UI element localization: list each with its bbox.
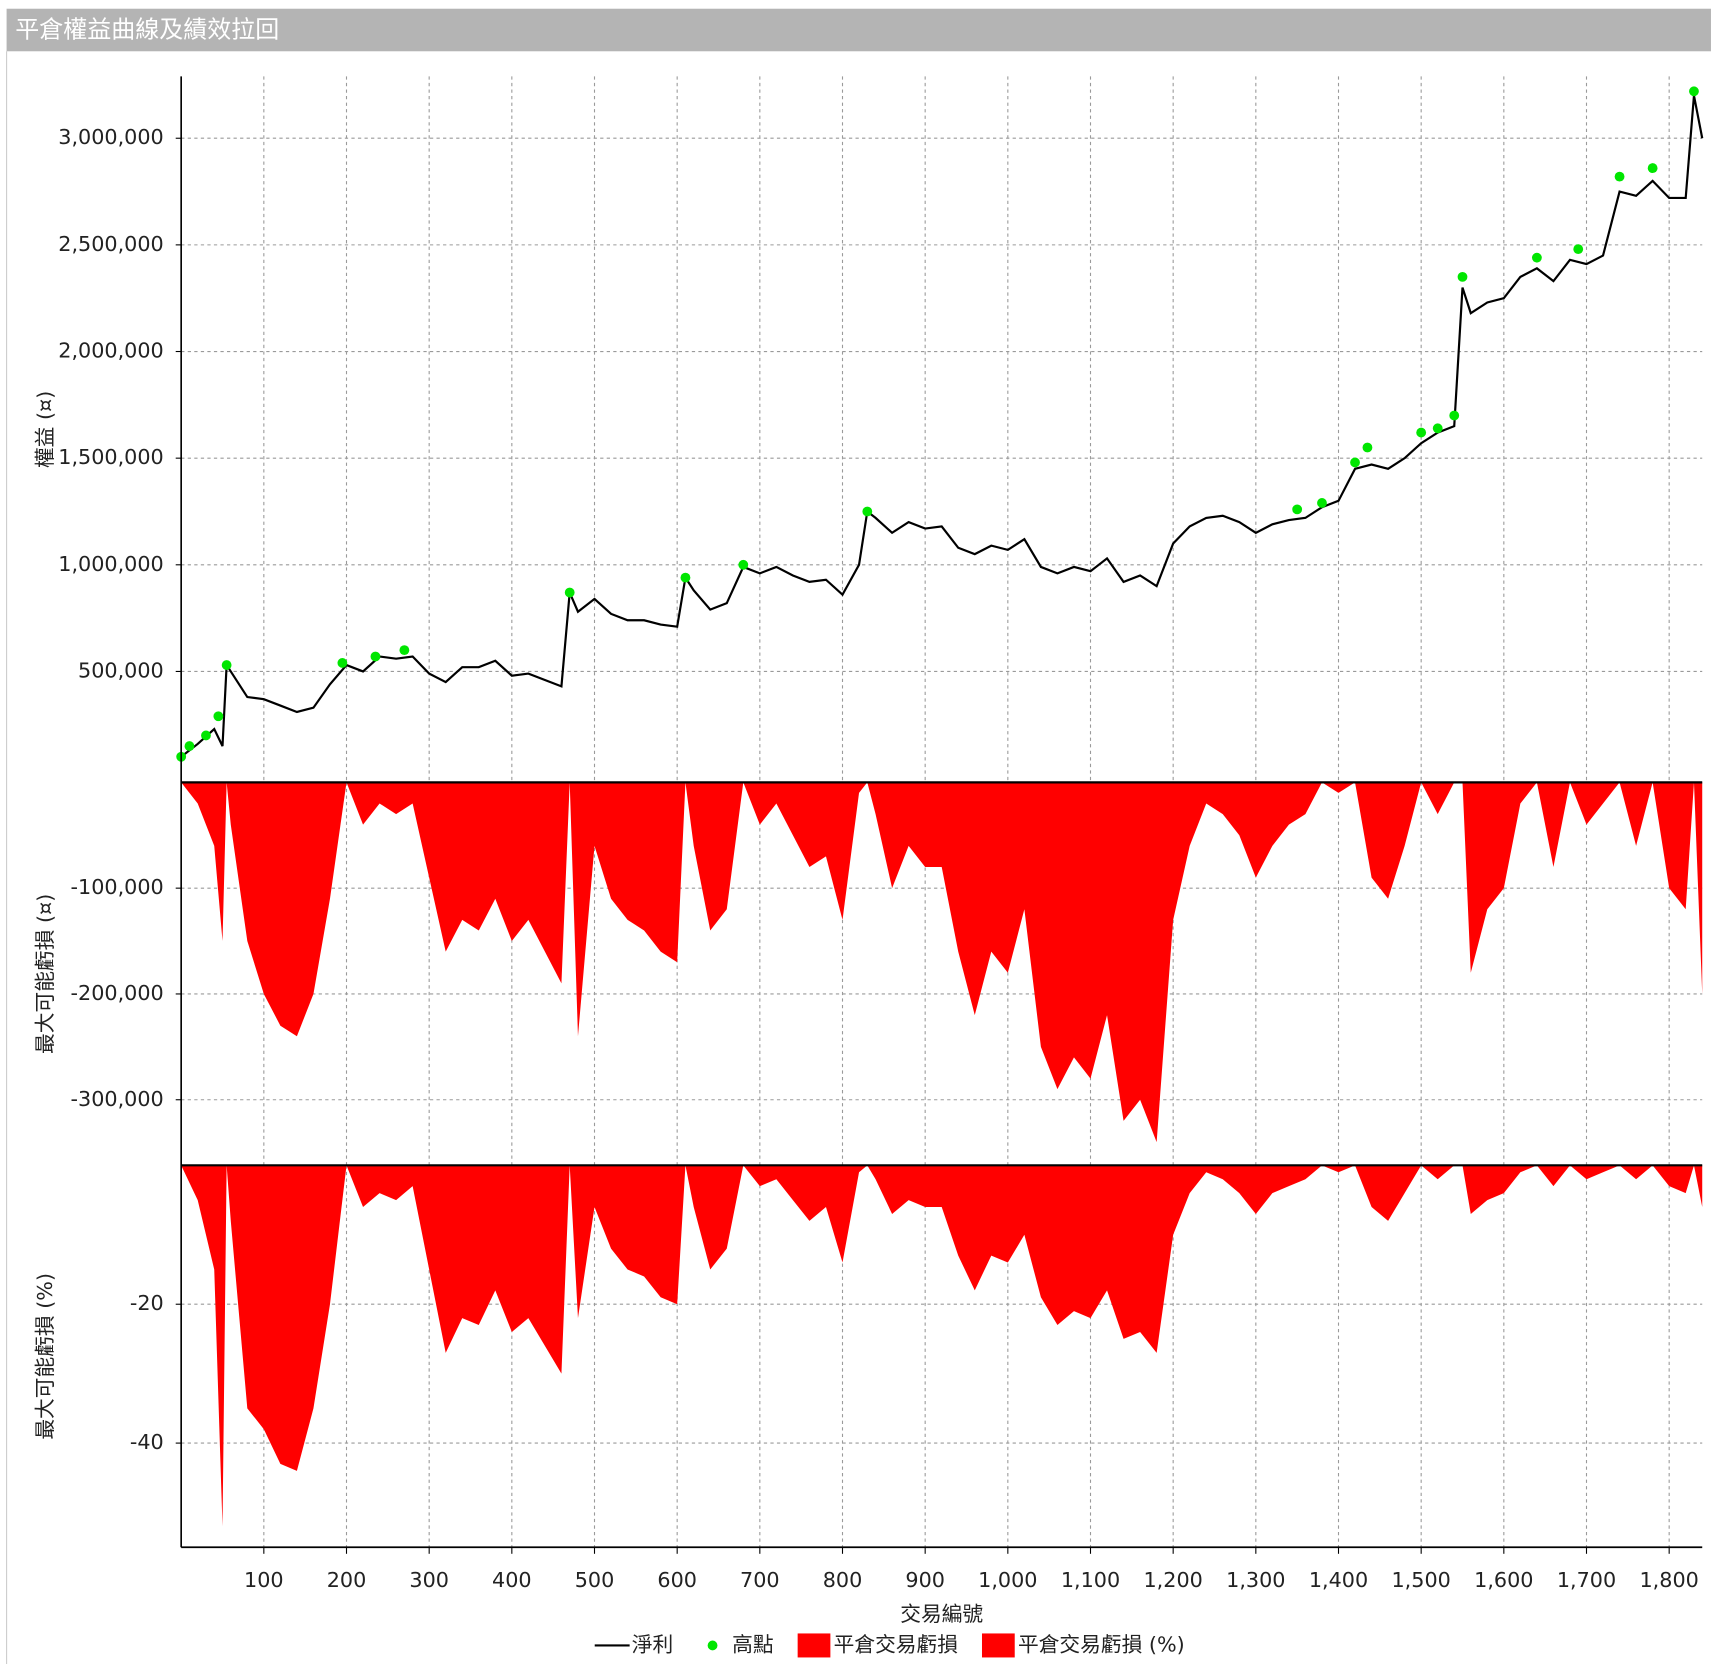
x-tick-label: 1,800 [1639,1568,1698,1592]
y-tick-label: 3,000,000 [58,125,163,149]
legend-label: 平倉交易虧損 [834,1632,959,1656]
x-tick-label: 300 [409,1568,449,1592]
y-tick-label: 1,500,000 [58,445,163,469]
high-point [564,587,575,598]
y-axis-label: 最大可能虧損 (¤) [33,894,57,1054]
high-point [680,572,691,583]
high-point [337,658,348,668]
x-tick-label: 1,600 [1474,1568,1533,1592]
x-tick-label: 200 [327,1568,367,1592]
high-point [184,741,195,752]
y-axis-label: 最大可能虧損 (%) [33,1273,57,1440]
high-point [1689,86,1699,97]
x-tick-label: 600 [657,1568,697,1592]
high-point [201,730,211,741]
x-axis-label: 交易編號 [900,1602,983,1626]
legend-swatch [797,1633,831,1658]
x-tick-label: 1,200 [1144,1568,1203,1592]
high-point [1614,171,1625,182]
x-tick-label: 1,500 [1392,1568,1451,1592]
legend-label: 平倉交易虧損 (%) [1018,1632,1185,1656]
x-tick-label: 1,300 [1226,1568,1285,1592]
window-title: 平倉權益曲線及績效拉回 [15,16,279,44]
x-tick-label: 800 [823,1568,863,1592]
y-tick-label: -300,000 [71,1087,164,1111]
title-bar [6,8,1711,52]
high-point [221,660,232,670]
high-point [1531,252,1542,263]
y-tick-label: -200,000 [71,981,164,1005]
y-tick-label: 2,500,000 [58,232,163,256]
legend-swatch [707,1640,718,1651]
x-tick-label: 1,100 [1061,1568,1120,1592]
x-tick-label: 100 [244,1568,284,1592]
high-point [738,559,749,570]
high-point [399,645,410,656]
x-tick-label: 400 [492,1568,532,1592]
high-point [213,711,224,722]
y-tick-label: -40 [130,1430,164,1454]
high-point [1449,410,1460,421]
high-point [370,651,381,662]
equity-line [180,95,1704,758]
high-point [1573,244,1584,255]
x-tick-label: 500 [575,1568,615,1592]
legend-label: 淨利 [632,1632,673,1656]
y-tick-label: 500,000 [78,658,164,682]
high-point [1416,427,1427,438]
high-point [1317,498,1327,508]
high-point [1647,163,1658,174]
y-tick-label: 2,000,000 [58,339,163,363]
x-tick-label: 1,400 [1309,1568,1368,1592]
x-tick-label: 1,700 [1557,1568,1616,1592]
drawdown-area [181,1165,1703,1527]
high-point [1432,423,1443,434]
legend-label: 高點 [732,1632,773,1656]
high-point [862,506,873,517]
legend-swatch [981,1633,1015,1658]
y-tick-label: -20 [130,1291,164,1315]
high-point [1350,457,1360,468]
x-tick-label: 700 [740,1568,780,1592]
y-tick-label: -100,000 [71,875,164,899]
x-tick-label: 1,000 [978,1568,1037,1592]
high-point [1362,442,1373,453]
high-point [1457,271,1468,282]
y-axis-label: 權益 (¤) [33,391,57,468]
drawdown-area [181,782,1703,1143]
x-tick-label: 900 [905,1568,945,1592]
y-tick-label: 1,000,000 [58,552,163,576]
high-point [1292,504,1303,515]
